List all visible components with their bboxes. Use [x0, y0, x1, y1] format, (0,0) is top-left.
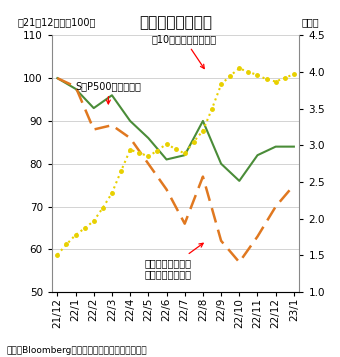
- Text: フィラデルフィア
半導体指数（左）: フィラデルフィア 半導体指数（左）: [145, 243, 203, 280]
- Text: 米10年債利回り（右）: 米10年債利回り（右）: [152, 34, 217, 69]
- Title: 相対株価と米金利: 相対株価と米金利: [139, 15, 212, 30]
- Text: S＆P500指数（左）: S＆P500指数（左）: [75, 81, 141, 104]
- Text: 出所：Bloombergのデータをもとに東洋証券作成: 出所：Bloombergのデータをもとに東洋証券作成: [7, 346, 148, 355]
- Text: （21年12月末＝100）: （21年12月末＝100）: [17, 17, 96, 27]
- Text: （％）: （％）: [302, 17, 320, 27]
